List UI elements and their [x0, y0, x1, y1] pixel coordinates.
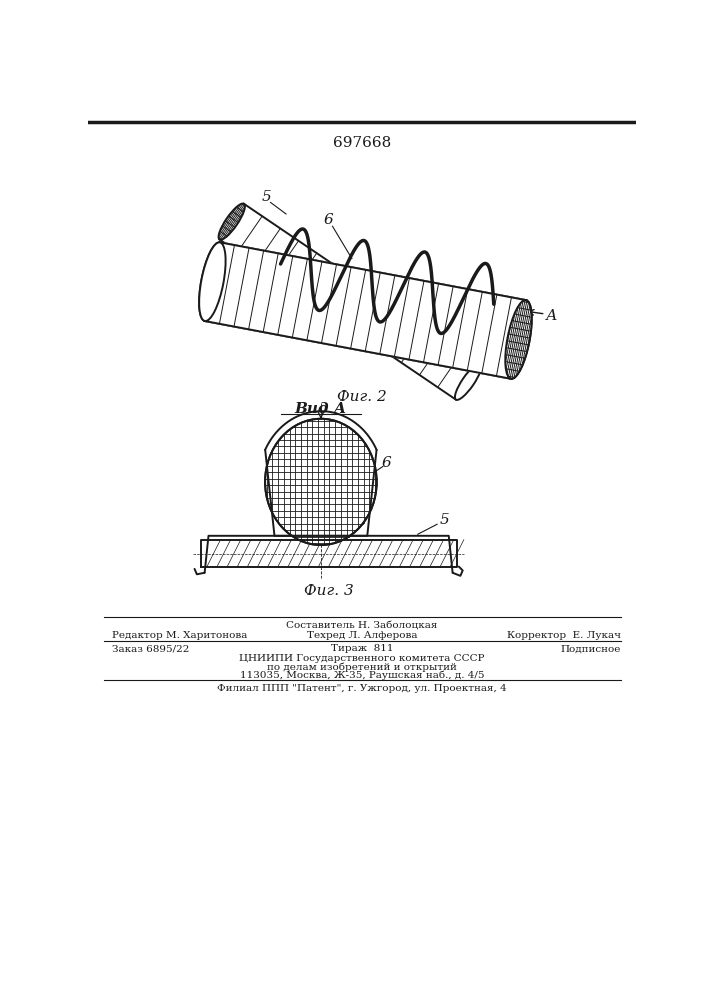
Polygon shape [220, 204, 480, 400]
Text: Тираж  811: Тираж 811 [331, 644, 393, 653]
Text: Редактор М. Харитонова: Редактор М. Харитонова [112, 631, 247, 640]
Ellipse shape [218, 204, 245, 240]
Ellipse shape [455, 364, 481, 400]
Ellipse shape [199, 242, 226, 321]
Text: 697668: 697668 [333, 136, 391, 150]
Text: Корректор  Е. Лукач: Корректор Е. Лукач [507, 631, 621, 640]
Polygon shape [201, 540, 457, 567]
Ellipse shape [506, 300, 532, 379]
Text: ЦНИИПИ Государственного комитета СССР: ЦНИИПИ Государственного комитета СССР [239, 654, 485, 663]
Text: Филиал ППП "Патент", г. Ужгород, ул. Проектная, 4: Филиал ППП "Патент", г. Ужгород, ул. Про… [217, 684, 507, 693]
Text: 6: 6 [324, 213, 334, 227]
Ellipse shape [506, 300, 532, 379]
Text: 5: 5 [440, 513, 450, 527]
Text: 113035, Москва, Ж-35, Раушская наб., д. 4/5: 113035, Москва, Ж-35, Раушская наб., д. … [240, 671, 484, 680]
Text: А: А [546, 309, 557, 323]
Text: Заказ 6895/22: Заказ 6895/22 [112, 644, 189, 653]
Text: Фиг. 2: Фиг. 2 [337, 390, 387, 404]
Text: 6: 6 [382, 456, 392, 470]
Text: 5: 5 [262, 190, 271, 204]
Ellipse shape [199, 242, 226, 321]
Text: Фиг. 3: Фиг. 3 [304, 584, 354, 598]
Text: Составитель Н. Заболоцкая: Составитель Н. Заболоцкая [286, 621, 438, 630]
Text: Подписное: Подписное [561, 644, 621, 653]
Polygon shape [205, 242, 526, 379]
Ellipse shape [265, 419, 377, 545]
Text: Техред Л. Алферова: Техред Л. Алферова [307, 631, 417, 640]
Text: по делам изобретений и открытий: по делам изобретений и открытий [267, 662, 457, 672]
Text: Вид А: Вид А [295, 402, 347, 416]
Polygon shape [205, 242, 526, 379]
